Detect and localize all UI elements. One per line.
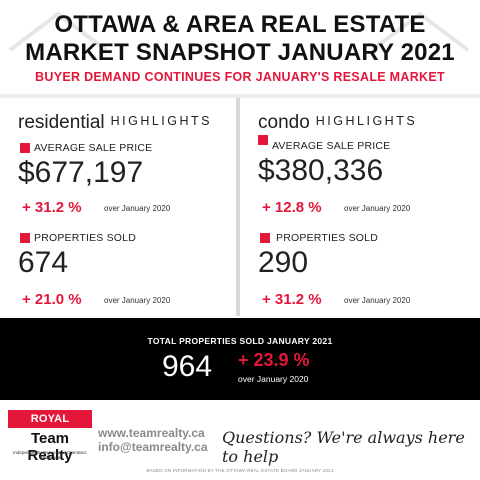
residential-sold-value: 674 <box>18 246 69 279</box>
header-divider <box>0 94 480 98</box>
condo-sold-label: PROPERTIES SOLD <box>276 232 379 244</box>
condo-sold-change: + 31.2 % <box>262 291 322 308</box>
header: OTTAWA & AREA REAL ESTATE MARKET SNAPSHO… <box>0 0 480 94</box>
residential-avg-value: $677,197 <box>18 156 144 189</box>
condo-highlights-label: HIGHLIGHTS <box>315 114 418 128</box>
website-link[interactable]: www.teamrealty.ca <box>98 426 205 440</box>
total-value: 964 <box>162 350 213 383</box>
sold-marker-icon <box>260 233 270 243</box>
email-link[interactable]: info@teamrealty.ca <box>98 440 208 454</box>
condo-avg-note: over January 2020 <box>344 204 411 213</box>
total-title: TOTAL PROPERTIES SOLD JANUARY 2021 <box>147 336 333 346</box>
residential-avg-note: over January 2020 <box>104 204 171 213</box>
condo-sold-value: 290 <box>258 246 309 279</box>
residential-sold-label: PROPERTIES SOLD <box>34 232 137 244</box>
brokerage-logo: ROYAL LEPAGE Team Realty Independently O… <box>8 410 92 464</box>
residential-heading: residential HIGHLIGHTS <box>18 112 212 134</box>
condo-avg-label: AVERAGE SALE PRICE <box>272 140 391 152</box>
page-title-line1: OTTAWA & AREA REAL ESTATE <box>54 11 426 38</box>
residential-avg-change: + 31.2 % <box>22 199 82 216</box>
avg-price-marker-icon <box>20 143 30 153</box>
residential-highlights-label: HIGHLIGHTS <box>110 114 213 128</box>
condo-panel: condo HIGHLIGHTS AVERAGE SALE PRICE $380,… <box>240 98 476 316</box>
slogan: Questions? We're always here to help <box>222 428 465 466</box>
panel-divider <box>236 98 240 316</box>
condo-avg-value: $380,336 <box>258 154 384 187</box>
residential-panel: residential HIGHLIGHTS AVERAGE SALE PRICE… <box>0 98 236 316</box>
source-note: BASED ON INFORMATION BY THE OTTAWA REAL … <box>146 468 334 473</box>
condo-heading: condo HIGHLIGHTS <box>258 112 417 134</box>
condo-sold-note: over January 2020 <box>344 296 411 305</box>
residential-sold-change: + 21.0 % <box>22 291 82 308</box>
total-band: TOTAL PROPERTIES SOLD JANUARY 2021 964 +… <box>0 318 480 400</box>
residential-sold-note: over January 2020 <box>104 296 171 305</box>
condo-title: condo <box>258 112 310 133</box>
logo-team-realty: Team Realty <box>27 430 73 464</box>
total-change: + 23.9 % <box>238 350 310 370</box>
avg-price-marker-icon <box>258 135 268 145</box>
condo-avg-change: + 12.8 % <box>262 199 322 216</box>
residential-title: residential <box>18 112 105 133</box>
sold-marker-icon <box>20 233 30 243</box>
footer: ROYAL LEPAGE Team Realty Independently O… <box>0 400 480 480</box>
residential-avg-label: AVERAGE SALE PRICE <box>34 142 153 154</box>
page-subtitle: BUYER DEMAND CONTINUES FOR JANUARY'S RES… <box>35 70 445 84</box>
page-title-line2: MARKET SNAPSHOT JANUARY 2021 <box>25 39 455 66</box>
total-note: over January 2020 <box>238 374 309 384</box>
logo-royal-lepage: ROYAL LEPAGE <box>8 410 92 443</box>
house-outline-graphic <box>8 11 470 52</box>
logo-tagline: Independently Owned and Operated, Broker… <box>13 450 87 460</box>
